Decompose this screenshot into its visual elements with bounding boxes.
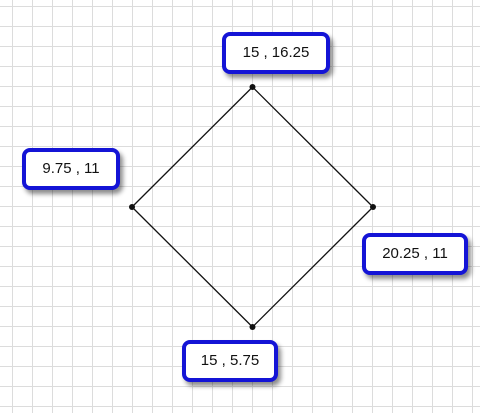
vertex-label-bottom: 15 , 5.75 [182,340,278,382]
vertex-point-top[interactable] [249,84,256,90]
edge-bottom-left [131,206,253,328]
vertex-point-bottom[interactable] [249,324,256,330]
vertex-point-right[interactable] [370,204,376,210]
vertex-point-left[interactable] [129,204,135,210]
vertex-label-top: 15 , 16.25 [222,32,330,74]
vertex-label-right: 20.25 , 11 [362,233,468,275]
edge-top-right [252,86,374,208]
edge-left-top [131,86,253,208]
edge-right-bottom [252,206,374,328]
vertex-label-left: 9.75 , 11 [22,148,120,190]
